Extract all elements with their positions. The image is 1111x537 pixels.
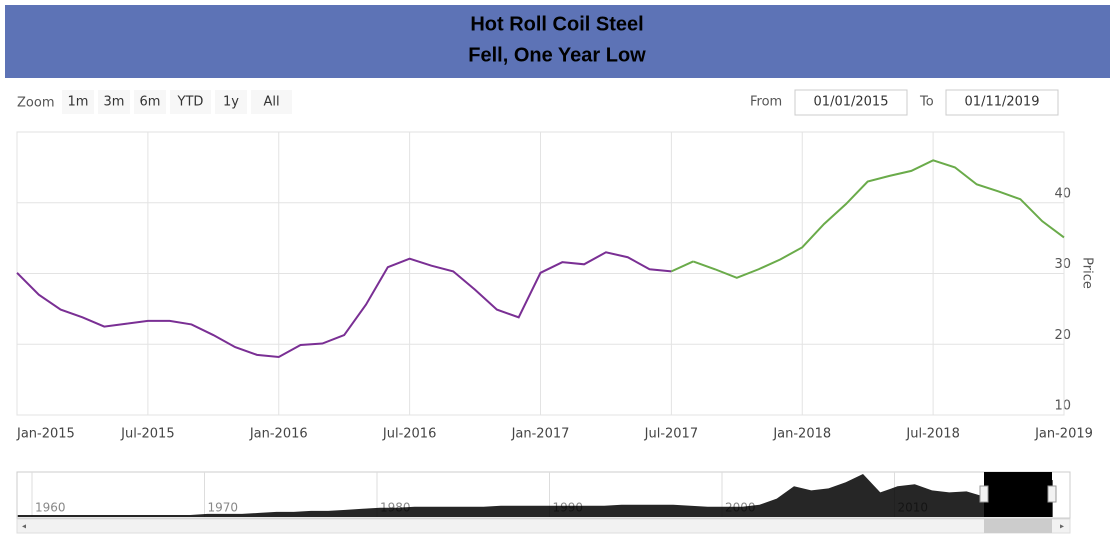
zoom-button-label[interactable]: 3m: [104, 95, 125, 110]
navigator-handle[interactable]: [1047, 485, 1057, 503]
x-tick-label: Jul-2016: [382, 427, 436, 442]
y-axis-label: Price: [1080, 257, 1095, 289]
scroll-right[interactable]: ▸: [1060, 522, 1064, 531]
to-label: To: [919, 95, 934, 110]
scrollbar[interactable]: [16, 518, 1071, 534]
y-tick-label: 40: [1054, 186, 1071, 201]
price-line: [16, 251, 672, 359]
zoom-button[interactable]: [134, 90, 166, 114]
zoom-button-label[interactable]: All: [263, 95, 279, 110]
navigator-selection[interactable]: [984, 472, 1052, 517]
zoom-button-label[interactable]: 6m: [140, 95, 161, 110]
to-input[interactable]: [945, 89, 1059, 116]
to-value[interactable]: 01/11/2019: [965, 95, 1040, 110]
from-label: From: [750, 95, 782, 110]
zoom-button[interactable]: [251, 90, 292, 114]
scrollbar-thumb[interactable]: [984, 519, 1052, 533]
x-tick-label: Jan-2016: [249, 427, 308, 442]
scroll-left[interactable]: ◂: [22, 522, 26, 531]
x-tick-label: Jul-2015: [120, 427, 174, 442]
price-line: [692, 159, 1065, 279]
zoom-button-label[interactable]: 1m: [68, 95, 89, 110]
zoom-button[interactable]: [170, 90, 211, 114]
from-input[interactable]: [794, 89, 908, 116]
zoom-button[interactable]: [62, 90, 94, 114]
y-tick-label: 20: [1054, 328, 1071, 343]
zoom-button[interactable]: [215, 90, 247, 114]
title: Hot Roll Coil Steel: [470, 13, 643, 35]
navigator: [16, 471, 1071, 519]
zoom-button-label[interactable]: YTD: [177, 95, 204, 110]
navigator-tick-label: 1970: [208, 501, 239, 515]
title-band: [5, 5, 1110, 78]
x-tick-label: Jul-2018: [905, 427, 959, 442]
zoom-button-label[interactable]: 1y: [223, 95, 239, 110]
y-tick-label: 30: [1054, 257, 1071, 272]
navigator-tick-label: 1960: [35, 501, 66, 515]
from-value[interactable]: 01/01/2015: [814, 95, 889, 110]
x-tick-label: Jan-2015: [16, 427, 75, 442]
series-connector: [670, 260, 694, 273]
x-tick-label: Jan-2018: [772, 427, 831, 442]
title: Fell, One Year Low: [468, 44, 646, 66]
zoom-button[interactable]: [98, 90, 130, 114]
y-tick-label: 10: [1054, 399, 1071, 414]
navigator-area: [17, 474, 1053, 517]
x-tick-label: Jul-2017: [644, 427, 698, 442]
x-tick-label: Jan-2017: [511, 427, 570, 442]
x-tick-label: Jan-2019: [1034, 427, 1093, 442]
zoom-label: Zoom: [17, 96, 54, 111]
navigator-handle[interactable]: [979, 485, 989, 503]
